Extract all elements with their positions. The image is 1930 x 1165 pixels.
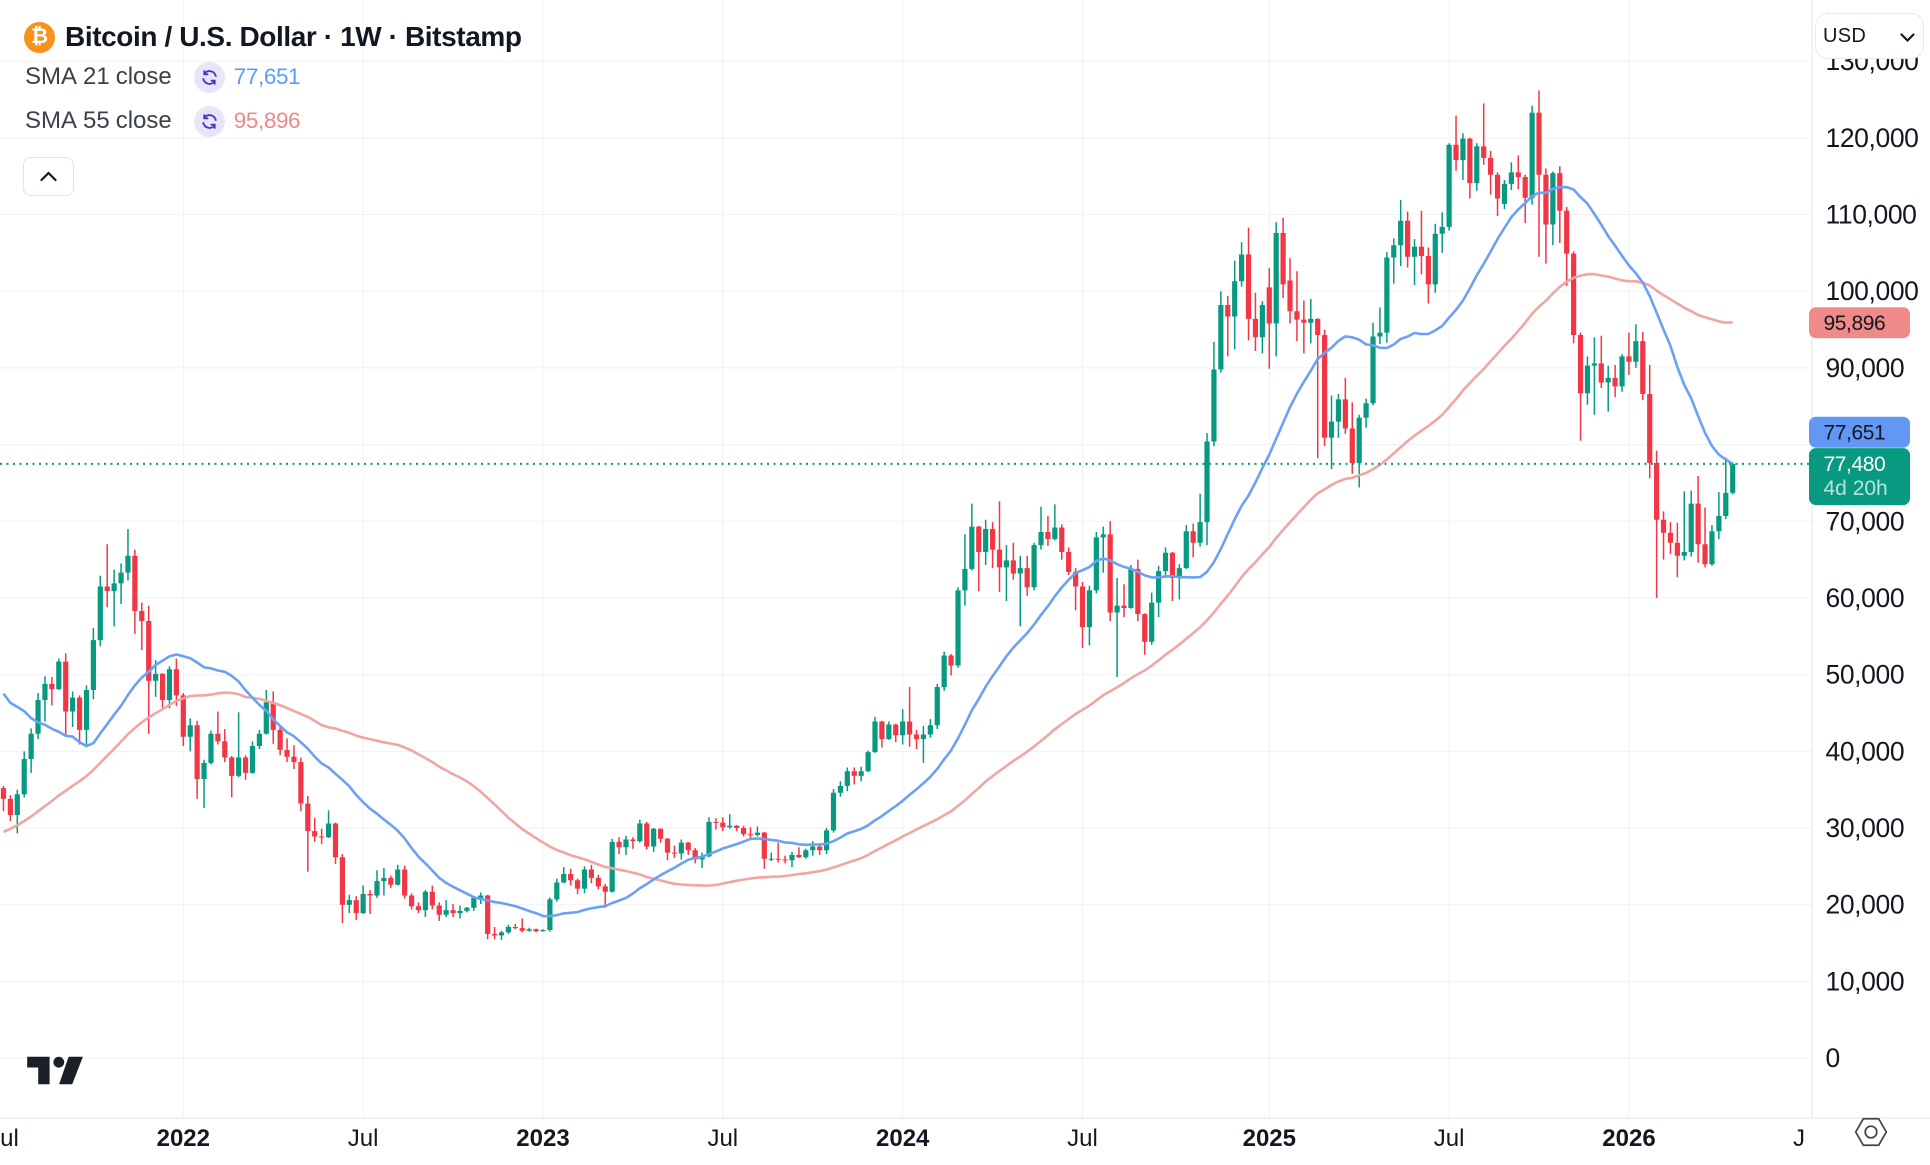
svg-text:20,000: 20,000 [1826,890,1905,920]
svg-text:Jul: Jul [1434,1125,1465,1152]
svg-text:40,000: 40,000 [1826,736,1905,766]
svg-text:Jul: Jul [0,1125,19,1152]
svg-text:2022: 2022 [157,1125,210,1152]
svg-text:100,000: 100,000 [1826,276,1919,306]
svg-text:4d 20h: 4d 20h [1824,477,1888,500]
svg-text:2026: 2026 [1602,1125,1655,1152]
svg-text:2024: 2024 [876,1125,930,1152]
svg-text:Jul: Jul [707,1125,738,1152]
svg-text:J: J [1793,1125,1805,1152]
svg-text:60,000: 60,000 [1826,583,1905,613]
svg-text:77,480: 77,480 [1824,453,1886,476]
svg-text:110,000: 110,000 [1826,200,1917,230]
svg-text:30,000: 30,000 [1826,813,1905,843]
svg-text:2025: 2025 [1243,1125,1296,1152]
svg-text:Jul: Jul [1067,1125,1098,1152]
svg-text:0: 0 [1826,1043,1840,1073]
svg-text:2023: 2023 [516,1125,569,1152]
svg-text:120,000: 120,000 [1826,123,1919,153]
svg-text:Jul: Jul [348,1125,379,1152]
svg-text:10,000: 10,000 [1826,966,1905,996]
svg-text:90,000: 90,000 [1826,353,1905,383]
svg-text:50,000: 50,000 [1826,660,1905,690]
svg-text:77,651: 77,651 [1824,422,1886,445]
svg-text:70,000: 70,000 [1826,506,1905,536]
svg-text:95,896: 95,896 [1824,312,1886,335]
